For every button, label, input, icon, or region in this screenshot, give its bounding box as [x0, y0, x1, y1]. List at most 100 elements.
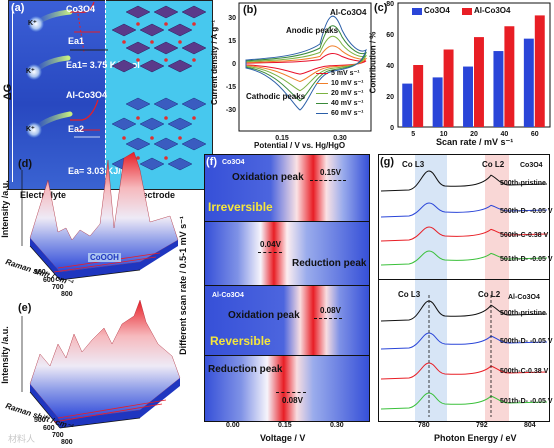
g-top-label-1: 500th-pristine	[500, 180, 546, 187]
co3o4-label-a: Co3O4	[66, 4, 96, 14]
xas-curve-5	[380, 300, 548, 322]
f-red1-arrow	[258, 252, 282, 253]
e-tick-800: 800	[61, 439, 73, 446]
cv-legend-label: 10 mV s⁻¹	[331, 80, 364, 87]
g-bottom-label-3: 500th-C-0.38 V	[500, 368, 549, 375]
cv-legend-swatch	[316, 72, 328, 74]
g-col3-top: Co L3	[402, 160, 425, 169]
bar-co3o4-40	[493, 51, 504, 127]
f-row-2	[205, 221, 369, 285]
g-xtick-804: 804	[524, 422, 536, 429]
cv-legend-item: 20 mV s⁻¹	[316, 88, 368, 98]
cv-plot: 30 15 0 -15 -30 0.15 0.30	[226, 2, 372, 142]
panel-c: 80 60 40 20 0 5 10 20 40 60 (c) Co3O4 Al-Co3…	[368, 0, 554, 148]
c-xlabel: Scan rate / mV s⁻¹	[436, 137, 514, 147]
cv-legend: 5 mV s⁻¹ 10 mV s⁻¹ 20 mV s⁻¹ 40 mV s⁻¹ 60 mV…	[316, 68, 368, 118]
cv-legend-swatch	[316, 102, 328, 104]
interface-line	[105, 0, 106, 188]
cv-legend-swatch	[316, 82, 328, 84]
bar-xticks: 5 10 20 40 60	[411, 131, 539, 138]
f-ox1: Oxidation peak	[232, 172, 304, 183]
g-col2-bottom: Co L2	[478, 290, 501, 299]
crystal-structure-co3o4	[111, 5, 207, 73]
energy-barriers	[70, 1, 108, 138]
panel-c-label: (c)	[374, 2, 388, 14]
xas-curve-4	[380, 250, 548, 266]
g-bottom-label-1: 500th-pristine	[500, 310, 546, 317]
panel-f-label: (f)	[206, 156, 217, 168]
cv-legend-item: 10 mV s⁻¹	[316, 78, 368, 88]
c-ytick-0: 0	[390, 125, 394, 132]
xas-curve-7	[380, 362, 548, 380]
cv-legend-item: 40 mV s⁻¹	[316, 98, 368, 108]
bar-co3o4-10	[432, 77, 443, 127]
cv-curves	[245, 15, 368, 111]
g-l2-band	[485, 155, 509, 421]
c-ylabel: Contribution / %	[368, 31, 378, 94]
f-plot-area	[204, 154, 370, 422]
g-xtick-792: 792	[476, 422, 488, 429]
ytick-neg30: -30	[226, 107, 236, 114]
g-l3-band	[415, 155, 447, 421]
cv-xlabel: Potential / V vs. Hg/HgO	[254, 141, 346, 150]
electrolyte-caption: Electrolyte	[20, 190, 67, 200]
bar-co3o4-5	[402, 83, 413, 127]
f-co3o4: Co3O4	[222, 159, 245, 166]
xas-curve-3	[380, 226, 548, 242]
al-co3o4-label-a: Al-Co3O4	[66, 90, 108, 100]
d-tick-800: 800	[61, 291, 73, 298]
f-ylabel: Different scan rate / 0.5-1 mV s⁻¹	[177, 216, 188, 355]
c-ytick-60: 60	[386, 32, 394, 39]
bar-xtick-20: 20	[470, 131, 478, 138]
e-tick-700: 700	[52, 432, 64, 439]
g-plot-area	[378, 154, 550, 422]
bar-co3o4-20	[463, 66, 473, 127]
c-legend-alco3o4-label: Al-Co3O4	[474, 6, 511, 15]
cathodic-label: Cathodic peaks	[246, 92, 306, 101]
cv-legend-label: 20 mV s⁻¹	[331, 90, 364, 97]
f-reversible: Reversible	[210, 334, 271, 348]
g-col2-top: Co L2	[482, 160, 505, 169]
bar-al-co3o4-10	[443, 49, 454, 127]
cv-legend-label: 5 mV s⁻¹	[331, 70, 360, 77]
f-ox2-arrow	[314, 318, 342, 319]
panel-g-label: (g)	[380, 156, 395, 168]
panel-e-label: (e)	[18, 302, 32, 314]
e-zlabel: Intensity /a.u.	[0, 326, 10, 384]
cv-legend-swatch	[316, 112, 328, 114]
d-zlabel: Intensity /a.u.	[0, 180, 10, 238]
ea2-value: Ea= 3.03 KJ/mol	[68, 166, 137, 176]
cv-legend-item: 60 mV s⁻¹	[316, 108, 368, 118]
panel-b-label: (b)	[243, 4, 258, 16]
c-ytick-40: 40	[386, 63, 394, 70]
c-legend-co3o4	[412, 8, 422, 15]
cv-curve-4	[245, 25, 367, 102]
electrode-caption: Electrode	[134, 190, 176, 200]
bar-co3o4-60	[523, 38, 534, 127]
f-ox2-width: 0.08V	[320, 306, 341, 315]
panel-a-label: (a)	[11, 2, 25, 14]
g-xlabel: Photon Energy / eV	[434, 433, 517, 443]
d-tick-500: 500	[34, 269, 46, 276]
g-top-label-2: 500th-D- -0.05 V	[500, 208, 553, 215]
raman-surface-d: 500 600 700 800	[21, 151, 179, 298]
panel-g: (g) Co L3 Co L2 Co3O4 500th-pristine 500…	[374, 152, 554, 448]
bar-xtick-10: 10	[440, 131, 448, 138]
bars	[402, 15, 545, 127]
cv-curve-2	[245, 45, 368, 83]
cv-legend-label: 60 mV s⁻¹	[331, 110, 364, 117]
c-legend-alco3o4	[462, 8, 472, 15]
c-legend-co3o4-label: Co3O4	[424, 6, 450, 15]
k-ion-1: K⁺	[28, 20, 37, 27]
k-ion-3: K⁺	[26, 126, 35, 133]
anodic-label: Anodic peaks	[286, 26, 339, 35]
cv-ylabel: Current density / A g⁻¹	[209, 20, 219, 105]
ytick-15: 15	[228, 38, 236, 45]
f-row-1	[205, 155, 369, 221]
f-xlabel: Voltage / V	[260, 433, 306, 443]
ea1-label: Ea1	[68, 36, 85, 46]
xtick-015: 0.15	[275, 135, 289, 142]
f-xtick-030: 0.30	[330, 422, 344, 429]
f-red1: Reduction peak	[292, 258, 367, 269]
g-divider	[379, 279, 549, 280]
